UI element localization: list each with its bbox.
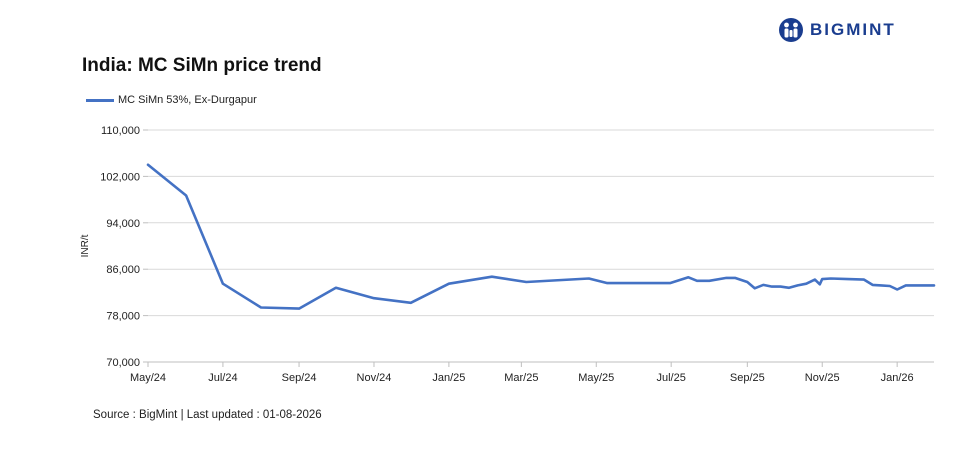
x-tick-label: Jul/25 bbox=[657, 372, 686, 384]
y-tick-label: 94,000 bbox=[106, 218, 140, 230]
x-tick-label: Nov/24 bbox=[357, 372, 392, 384]
brand-name: BIGMINT bbox=[810, 20, 896, 39]
series-line bbox=[146, 163, 936, 310]
y-axis-ticks: 70,000 78,000 86,000 94,000 102,000 110,000 bbox=[100, 125, 140, 369]
y-tick-label: 102,000 bbox=[100, 171, 140, 183]
x-tick-label: Sep/25 bbox=[730, 372, 765, 384]
y-tick-label: 78,000 bbox=[106, 311, 140, 323]
x-tick-label: May/25 bbox=[578, 372, 614, 384]
source-note: Source : BigMint | Last updated : 01-08-… bbox=[93, 409, 322, 421]
y-tick-label: 86,000 bbox=[106, 264, 140, 276]
x-tick-label: Jul/24 bbox=[208, 372, 237, 384]
x-tick-label: Jan/26 bbox=[881, 372, 914, 384]
series-layer bbox=[146, 163, 936, 310]
x-tick-label: Mar/25 bbox=[504, 372, 538, 384]
brand-logo: BIGMINT bbox=[778, 16, 896, 44]
grid-lines bbox=[143, 129, 934, 363]
y-tick-label: 70,000 bbox=[106, 357, 140, 369]
x-tick-label: Nov/25 bbox=[805, 372, 840, 384]
x-tick-label: Sep/24 bbox=[282, 372, 317, 384]
legend-swatch bbox=[86, 98, 114, 102]
y-tick-label: 110,000 bbox=[101, 125, 140, 137]
chart-title: India: MC SiMn price trend bbox=[82, 55, 322, 76]
chart-legend: MC SiMn 53%, Ex-Durgapur bbox=[86, 94, 257, 106]
x-axis-ticks: May/24 Jul/24 Sep/24 Nov/24 Jan/25 Mar/25 May/… bbox=[130, 362, 914, 384]
y-axis-label: INR/t bbox=[80, 234, 91, 257]
x-tick-label: Jan/25 bbox=[432, 372, 465, 384]
legend-label: MC SiMn 53%, Ex-Durgapur bbox=[118, 94, 257, 106]
bigmint-logo-icon bbox=[779, 18, 803, 42]
x-tick-label: May/24 bbox=[130, 372, 166, 384]
